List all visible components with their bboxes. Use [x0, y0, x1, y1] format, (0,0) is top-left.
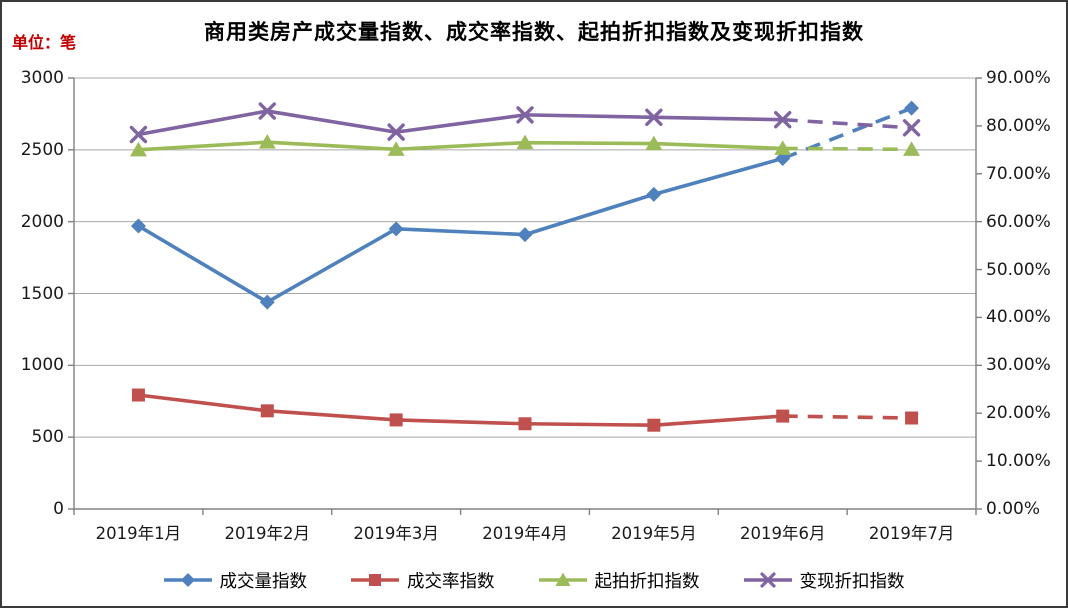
- diamond-marker: [130, 218, 146, 234]
- series-1-dashed-segment: [782, 414, 912, 420]
- left-axis-tick-label: 1000: [20, 355, 64, 376]
- chart-title: 商用类房产成交量指数、成交率指数、起拍折扣指数及变现折扣指数: [204, 20, 864, 44]
- square-marker: [260, 404, 274, 418]
- right-axis-tick-label: 90.00%: [986, 68, 1051, 88]
- series-0-line: [137, 156, 784, 304]
- legend-diamond-icon: [163, 573, 212, 587]
- triangle-marker: [387, 141, 405, 156]
- square-marker: [647, 418, 661, 432]
- triangle-marker: [516, 134, 534, 150]
- legend-label: 起拍折扣指数: [594, 571, 700, 592]
- x-axis-label: 2019年3月: [353, 524, 439, 543]
- left-axis-tick-label: 2000: [20, 211, 64, 232]
- diamond-marker: [259, 294, 275, 310]
- triangle-marker: [258, 134, 276, 149]
- x-marker: [258, 102, 276, 120]
- series-2-dashed-segment: [782, 146, 912, 152]
- square-marker: [776, 409, 790, 423]
- triangle-marker: [645, 135, 663, 151]
- x-axis-label: 2019年6月: [739, 524, 826, 543]
- right-axis-tick-label: 40.00%: [986, 307, 1051, 328]
- triangle-marker: [903, 141, 921, 156]
- diamond-marker: [904, 100, 920, 116]
- right-axis-tick-label: 10.00%: [986, 451, 1051, 472]
- left-axis-tick-label: 1500: [20, 283, 64, 304]
- legend-square-icon: [351, 574, 399, 586]
- legend-x-icon: [743, 572, 792, 588]
- right-axis-tick-label: 70.00%: [986, 163, 1051, 184]
- series-2-line: [138, 140, 783, 152]
- legend-label: 成交量指数: [219, 571, 308, 592]
- right-axis-tick-label: 30.00%: [986, 355, 1051, 376]
- square-marker: [389, 413, 403, 427]
- left-axis-tick-label: 3000: [20, 68, 64, 88]
- legend: 成交量指数 成交率指数 起拍折扣指数 变现折扣指数: [2, 560, 1066, 600]
- x-marker: [902, 119, 921, 137]
- unit-label: 单位：笔: [12, 33, 77, 52]
- series-3-line: [138, 109, 783, 137]
- square-marker: [905, 411, 919, 425]
- x-axis-label: 2019年4月: [482, 524, 568, 543]
- left-axis-tick-label: 500: [31, 427, 64, 448]
- left-axis-tick-label: 2500: [20, 139, 64, 160]
- x-marker: [516, 106, 534, 124]
- diamond-marker: [517, 227, 533, 243]
- legend-triangle-icon: [538, 572, 587, 586]
- series-1-line: [138, 393, 783, 427]
- x-marker: [129, 125, 148, 144]
- x-axis-labels: 2019年1月 2019年2月 2019年3月 2019年4月 2019年5月 2019年…: [74, 516, 976, 544]
- x-axis-label: 2019年1月: [95, 524, 182, 543]
- triangle-marker: [129, 141, 147, 157]
- right-axis-tick-label: 20.00%: [986, 403, 1051, 424]
- right-axis-tick-label: 50.00%: [986, 259, 1051, 280]
- left-axis-tick-label: 0: [53, 499, 64, 519]
- x-marker: [645, 108, 663, 126]
- series-3-dashed-segment: [782, 117, 912, 130]
- square-marker: [131, 388, 145, 402]
- right-axis-tick-label: 60.00%: [986, 211, 1051, 232]
- legend-item-1: 成交率指数: [351, 568, 495, 593]
- right-axis-tick-label: 0.00%: [986, 499, 1041, 519]
- legend-item-2: 起拍折扣指数: [538, 568, 700, 593]
- legend-label: 成交率指数: [407, 571, 495, 592]
- x-marker: [774, 110, 792, 129]
- x-marker: [387, 123, 405, 141]
- right-axis-tick-label: 80.00%: [986, 115, 1051, 136]
- legend-item-0: 成交量指数: [163, 568, 308, 593]
- x-axis-label: 2019年5月: [611, 524, 697, 543]
- triangle-marker: [774, 140, 792, 155]
- diamond-marker: [646, 186, 662, 202]
- legend-label: 变现折扣指数: [799, 571, 905, 592]
- square-marker: [518, 417, 532, 431]
- x-axis-label: 2019年7月: [868, 524, 955, 543]
- legend-item-3: 变现折扣指数: [743, 568, 905, 593]
- x-axis-label: 2019年2月: [224, 524, 311, 543]
- diamond-marker: [388, 221, 404, 237]
